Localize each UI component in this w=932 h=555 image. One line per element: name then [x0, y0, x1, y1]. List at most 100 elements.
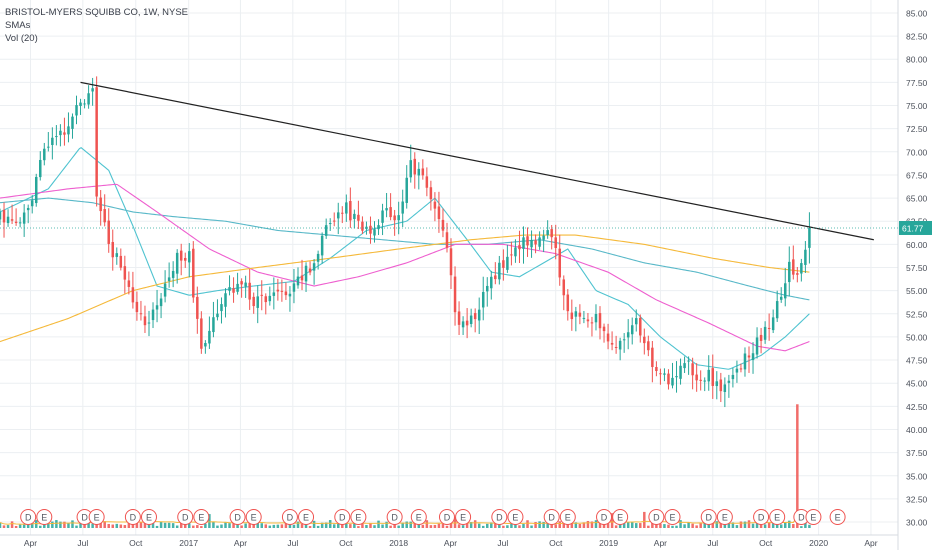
dividend-marker-circle [753, 509, 770, 525]
volume-bar [312, 520, 316, 528]
candle-body [260, 294, 263, 296]
volume-bar [763, 524, 767, 528]
volume-bar [71, 520, 74, 528]
candle-body [779, 296, 783, 300]
moving-averages [0, 146, 810, 370]
candle-body [635, 318, 638, 325]
volume-bar [481, 525, 485, 528]
candle-body [67, 126, 70, 135]
candle-body [695, 374, 698, 381]
volume-legend-label[interactable]: Vol (20) [5, 33, 38, 44]
candle-body [373, 229, 376, 236]
candle-body [699, 379, 702, 381]
volume-bar [747, 520, 751, 528]
candle-body [228, 287, 231, 291]
candle-body [534, 240, 537, 245]
candle-body [490, 276, 493, 289]
earnings-marker-label: E [355, 513, 361, 523]
y-tick-label: 80.00 [906, 55, 928, 65]
sma-line [0, 234, 810, 343]
candle-body [111, 242, 115, 258]
x-tick-label: Jul [707, 538, 718, 548]
volume-bar [276, 524, 280, 528]
candle-body [433, 201, 437, 209]
candle-body [469, 315, 473, 325]
earnings-marker-circle [805, 509, 822, 525]
candle-body [39, 159, 42, 178]
volume-bar [119, 524, 123, 528]
event-marker: E [805, 509, 822, 525]
volume-bar [63, 521, 66, 528]
candle-body [526, 236, 529, 246]
volume-bar [228, 523, 231, 528]
dividend-marker-label: D [601, 513, 608, 523]
candle-body [292, 283, 296, 292]
earnings-marker-circle [455, 509, 472, 525]
dividend-marker-circle [124, 509, 141, 525]
candle-body [481, 292, 485, 308]
trendline-layer[interactable] [80, 81, 874, 241]
candle-body [99, 197, 102, 212]
earnings-marker-label: E [198, 513, 204, 523]
candle-body [71, 116, 74, 129]
volume-bar [409, 521, 412, 528]
chart-title[interactable]: BRISTOL-MYERS SQUIBB CO, 1W, NYSE [5, 7, 189, 18]
y-tick-label: 47.50 [906, 356, 928, 366]
candle-body [687, 360, 690, 362]
volume-bar [328, 520, 332, 528]
volume-bar [10, 521, 14, 528]
candle-body [405, 177, 408, 203]
volume-bar [51, 521, 54, 528]
candle-body [6, 216, 10, 224]
trendline [80, 81, 874, 241]
dividend-marker-label: D [798, 513, 805, 523]
volume-bar [562, 523, 566, 528]
candle-body [445, 232, 449, 248]
volume-bar [139, 521, 143, 528]
volume-bar [651, 522, 654, 528]
earnings-marker-label: E [565, 513, 571, 523]
volume-bar [127, 521, 131, 528]
event-marker: D [20, 509, 37, 525]
candle-body [711, 368, 715, 386]
earnings-marker-circle [507, 509, 524, 525]
volume-bar [208, 514, 211, 528]
candle-body [775, 301, 779, 319]
volume-bar [715, 521, 719, 528]
sma-line [0, 146, 810, 370]
volume-bar [47, 521, 50, 528]
volume-bar [163, 522, 167, 528]
candle-body [127, 280, 131, 287]
candle-body [530, 239, 533, 248]
candle-body [751, 353, 755, 361]
candle-body [353, 213, 356, 219]
earnings-marker-circle [140, 509, 157, 525]
candle-body [659, 373, 662, 375]
event-marker: D [543, 509, 560, 525]
candle-body [26, 207, 30, 211]
volume-bar [594, 520, 598, 528]
y-tick-label: 32.50 [906, 494, 928, 504]
volume-bar [659, 523, 662, 528]
earnings-marker-circle [298, 509, 315, 525]
candle-body [804, 249, 807, 265]
sma-legend-label[interactable]: SMAs [5, 20, 31, 31]
y-tick-label: 82.50 [906, 32, 928, 42]
x-tick-label: Oct [129, 538, 143, 548]
x-tick-label: Oct [339, 538, 353, 548]
earnings-marker-label: E [722, 513, 728, 523]
x-tick-label: Jul [77, 538, 88, 548]
y-tick-label: 85.00 [906, 8, 928, 18]
last-price-label: 61.77 [902, 223, 924, 233]
volume-bar [155, 525, 159, 528]
volume-bar [196, 525, 199, 528]
volume-bar [783, 522, 787, 528]
volume-bar [671, 525, 674, 528]
candle-body [707, 369, 710, 382]
candle-body [570, 312, 574, 320]
candle-body [280, 290, 284, 292]
volume-bar [590, 521, 594, 528]
volume-bar [361, 521, 364, 528]
